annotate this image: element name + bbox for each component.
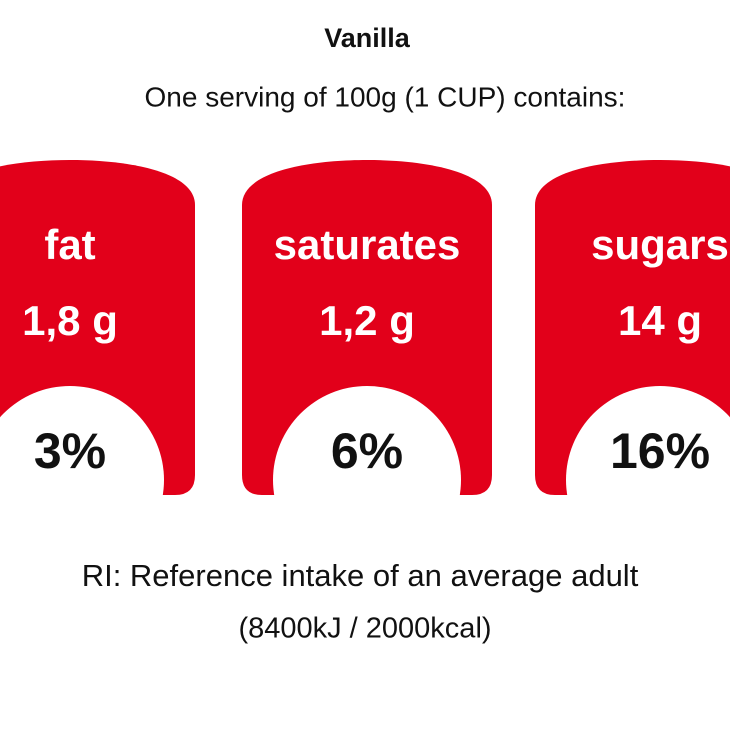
- badges: fat 1,8 g 3% saturates 1,2 g 6% sugars 14 g 16%: [0, 160, 730, 574]
- nutrient-name: fat: [44, 221, 95, 268]
- nutrient-amount: 1,2 g: [319, 297, 415, 344]
- percent-circle: [0, 386, 164, 574]
- footer-line: (8400kJ / 2000kcal): [238, 613, 491, 645]
- subtitle: One serving of 100g (1 CUP) contains:: [145, 81, 626, 112]
- title: Vanilla: [324, 23, 411, 53]
- percent-circle: [273, 386, 461, 574]
- footer-line: RI: Reference intake of an average adult: [82, 558, 639, 593]
- nutrient-name: saturates: [274, 221, 461, 268]
- percent-circle: [566, 386, 730, 574]
- nutrient-name: sugars: [591, 221, 729, 268]
- nutrient-percent: 16%: [610, 423, 710, 479]
- nutrient-amount: 1,8 g: [22, 297, 118, 344]
- nutrient-percent: 3%: [34, 423, 106, 479]
- nutrient-amount: 14 g: [618, 297, 702, 344]
- nutrient-percent: 6%: [331, 423, 403, 479]
